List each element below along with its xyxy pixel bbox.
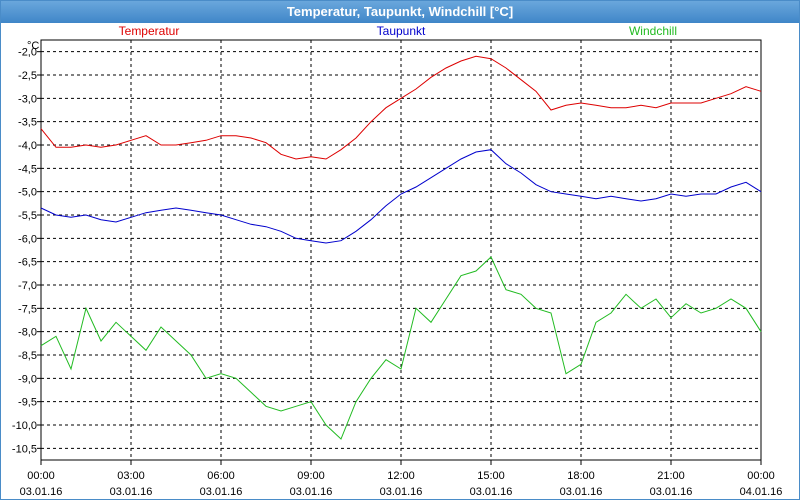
- y-tick-label: -10,5: [12, 443, 37, 455]
- legend-label-windchill: Windchill: [629, 24, 677, 38]
- x-tick-date: 03.01.16: [200, 486, 243, 498]
- x-tick-date: 03.01.16: [470, 486, 513, 498]
- x-tick-time: 09:00: [297, 470, 325, 482]
- legend: Temperatur Taupunkt Windchill: [119, 24, 677, 38]
- series-line-windchill: [40, 256, 762, 440]
- x-tick-date: 03.01.16: [560, 486, 603, 498]
- y-tick-label: -4,5: [18, 163, 37, 175]
- x-tick-date: 03.01.16: [110, 486, 153, 498]
- x-tick-time: 06:00: [207, 470, 235, 482]
- x-axis-ticks: 00:00 03.01.16 03:00 03.01.16 06:00 03.01.16 0…: [20, 460, 783, 498]
- x-tick-time: 00:00: [27, 470, 55, 482]
- x-tick-date: 03.01.16: [290, 486, 333, 498]
- y-tick-label: -2,5: [18, 70, 37, 82]
- series-line-temperatur: [40, 55, 762, 160]
- y-axis-ticks: -2,0 -2,5 -3,0 -3,5 -4,0 -4,5 -5,0 -5,5 -6,0 -6,5…: [12, 47, 41, 455]
- chart-canvas: -2,0 -2,5 -3,0 -3,5 -4,0 -4,5 -5,0 -5,5 -6,0 -6,5…: [12, 24, 783, 498]
- x-tick-time: 12:00: [387, 470, 415, 482]
- x-tick-date: 03.01.16: [380, 486, 423, 498]
- x-tick-time: 18:00: [567, 470, 595, 482]
- y-tick-label: -9,5: [18, 397, 37, 409]
- y-tick-label: -6,5: [18, 257, 37, 269]
- y-tick-label: -5,5: [18, 210, 37, 222]
- x-tick-date: 04.01.16: [740, 486, 783, 498]
- y-tick-label: -7,5: [18, 303, 37, 315]
- y-axis-unit: °C: [27, 40, 39, 52]
- grid-lines: [41, 40, 761, 460]
- legend-label-taupunkt: Taupunkt: [377, 24, 426, 38]
- y-tick-label: -2,0: [18, 47, 37, 59]
- y-tick-label: -7,0: [18, 280, 37, 292]
- y-tick-label: -6,0: [18, 233, 37, 245]
- series-line-taupunkt: [40, 149, 762, 244]
- x-tick-time: 00:00: [747, 470, 775, 482]
- x-tick-time: 03:00: [117, 470, 145, 482]
- x-tick-date: 03.01.16: [650, 486, 693, 498]
- y-tick-label: -3,0: [18, 93, 37, 105]
- y-tick-label: -4,0: [18, 140, 37, 152]
- y-tick-label: -5,0: [18, 187, 37, 199]
- y-tick-label: -8,5: [18, 350, 37, 362]
- x-tick-date: 03.01.16: [20, 486, 63, 498]
- y-tick-label: -3,5: [18, 117, 37, 129]
- y-tick-label: -8,0: [18, 327, 37, 339]
- y-tick-label: -9,0: [18, 373, 37, 385]
- chart-title: Temperatur, Taupunkt, Windchill [°C]: [1, 1, 799, 23]
- legend-label-temperatur: Temperatur: [119, 24, 180, 38]
- series-lines: [40, 55, 762, 440]
- x-tick-time: 15:00: [477, 470, 505, 482]
- x-tick-time: 21:00: [657, 470, 685, 482]
- y-tick-label: -10,0: [12, 420, 37, 432]
